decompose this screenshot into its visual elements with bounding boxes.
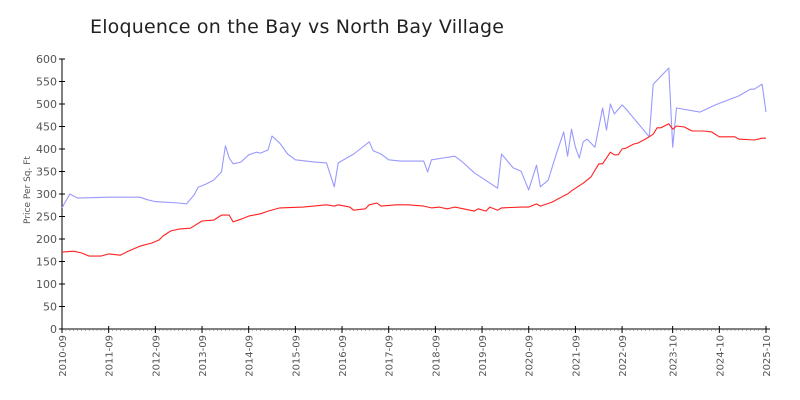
x-tick-label: 2018-09 [431,335,442,377]
y-tick-label: 500 [36,98,57,111]
x-tick-label: 2015-09 [291,335,302,377]
y-tick-label: 450 [36,121,57,134]
x-tick-label: 2025-10 [762,335,773,377]
y-tick-label: 600 [36,53,57,66]
series-line-0 [61,67,767,209]
y-tick-label: 150 [36,256,57,269]
y-tick-label: 50 [43,301,57,314]
y-tick-label: 350 [36,166,57,179]
x-tick-label: 2022-09 [618,335,629,377]
x-tick-label: 2020-09 [525,335,536,377]
x-tick-label: 2024-10 [715,335,726,377]
x-tick-label: 2010-09 [58,335,69,377]
y-tick-label: 300 [36,188,57,201]
y-tick-label: 550 [36,76,57,89]
x-tick-label: 2019-09 [478,335,489,377]
x-tick-label: 2011-09 [105,335,116,377]
x-tick-label: 2023-10 [669,335,680,377]
x-tick-label: 2016-09 [338,335,349,377]
x-tick-label: 2013-09 [198,335,209,377]
x-tick-label: 2012-09 [151,335,162,377]
y-tick-label: 250 [36,211,57,224]
chart-title: Eloquence on the Bay vs North Bay Villag… [90,16,505,38]
y-tick-label: 200 [36,233,57,246]
x-tick-label: 2017-09 [385,335,396,377]
x-tick-label: 2021-09 [571,335,582,377]
y-tick-label: 0 [50,323,57,336]
series-line-1 [61,123,766,257]
y-tick-label: 400 [36,143,57,156]
y-tick-label: 100 [36,278,57,291]
x-tick-label: 2014-09 [245,335,256,377]
